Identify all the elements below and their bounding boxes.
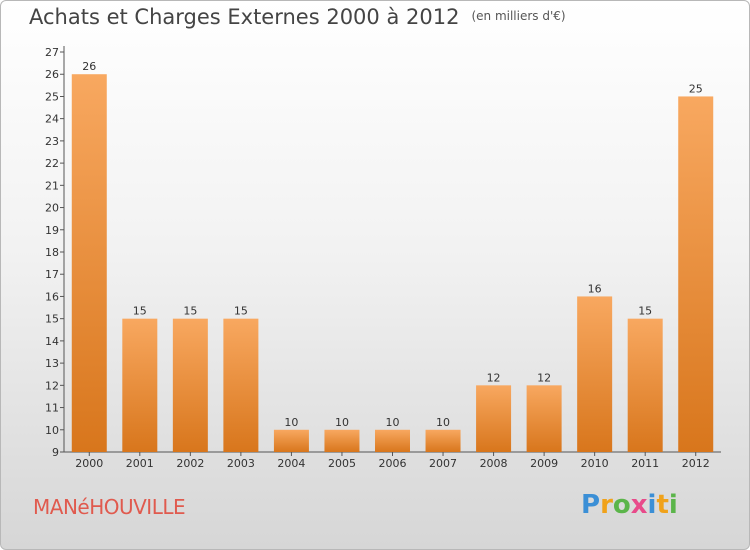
- y-tick-label: 9: [52, 446, 59, 459]
- x-tick-label-2002: 2002: [176, 457, 204, 470]
- y-tick-label: 20: [45, 202, 59, 215]
- value-label-2002: 15: [183, 305, 197, 318]
- value-label-2001: 15: [133, 305, 147, 318]
- x-tick-label-2012: 2012: [682, 457, 710, 470]
- bar-2005: [324, 429, 360, 452]
- y-tick-label: 14: [45, 335, 59, 348]
- bar-2008: [476, 385, 512, 452]
- chart-title-text: Achats et Charges Externes 2000 à 2012: [29, 5, 460, 29]
- y-tick-label: 21: [45, 179, 59, 192]
- value-label-2007: 10: [436, 416, 450, 429]
- bar-2002: [172, 318, 208, 452]
- x-tick-label-2000: 2000: [75, 457, 103, 470]
- value-label-2012: 25: [689, 82, 703, 95]
- logo-letter: x: [630, 490, 648, 520]
- logo-letter: P: [581, 490, 601, 520]
- logo-letter: r: [600, 490, 613, 520]
- bar-2000: [71, 74, 107, 452]
- y-tick-label: 17: [45, 268, 59, 281]
- bar-2007: [425, 429, 461, 452]
- y-tick-label: 23: [45, 135, 59, 148]
- value-label-2009: 12: [537, 371, 551, 384]
- x-tick-label-2005: 2005: [328, 457, 356, 470]
- value-label-2003: 15: [234, 305, 248, 318]
- y-tick-label: 25: [45, 90, 59, 103]
- value-label-2005: 10: [335, 416, 349, 429]
- logo-letter: i: [647, 490, 657, 520]
- y-tick-label: 15: [45, 313, 59, 326]
- proxiti-logo: Proxiti: [581, 490, 678, 520]
- value-label-2011: 15: [638, 305, 652, 318]
- chart-title: Achats et Charges Externes 2000 à 2012 (e…: [29, 5, 566, 29]
- x-tick-label-2004: 2004: [277, 457, 305, 470]
- value-label-2004: 10: [284, 416, 298, 429]
- x-tick-label-2003: 2003: [227, 457, 255, 470]
- bar-2010: [577, 296, 613, 452]
- y-tick-label: 10: [45, 424, 59, 437]
- x-tick-label-2011: 2011: [631, 457, 659, 470]
- bar-2003: [223, 318, 259, 452]
- y-tick-label: 12: [45, 379, 59, 392]
- logo-letter: t: [656, 490, 669, 520]
- bar-2004: [273, 429, 309, 452]
- y-tick-label: 19: [45, 224, 59, 237]
- logo-letter: o: [612, 490, 631, 520]
- value-label-2000: 26: [82, 60, 96, 73]
- bar-chart: 9 10 11 12 13 14 15 16 17 18 19 20 21 22 23 24 25 26 27 200…: [45, 46, 721, 470]
- commune-name: MANéHOUVILLE: [33, 495, 186, 519]
- x-tick-label-2007: 2007: [429, 457, 457, 470]
- x-tick-label-2006: 2006: [379, 457, 407, 470]
- y-tick-label: 24: [45, 113, 59, 126]
- x-tick-label-2001: 2001: [126, 457, 154, 470]
- y-tick-label: 18: [45, 246, 59, 259]
- y-tick-label: 13: [45, 357, 59, 370]
- bar-2011: [627, 318, 663, 452]
- logo-letter: i: [668, 490, 678, 520]
- value-label-2006: 10: [386, 416, 400, 429]
- value-label-2010: 16: [588, 282, 602, 295]
- x-tick-label-2009: 2009: [530, 457, 558, 470]
- bar-2001: [122, 318, 158, 452]
- bar-2009: [526, 385, 562, 452]
- y-tick-label: 26: [45, 68, 59, 81]
- y-tick-label: 16: [45, 290, 59, 303]
- x-tick-label-2010: 2010: [581, 457, 609, 470]
- y-tick-label: 11: [45, 402, 59, 415]
- value-label-2008: 12: [487, 371, 501, 384]
- bar-2006: [375, 429, 410, 452]
- y-tick-label: 22: [45, 157, 59, 170]
- x-tick-label-2008: 2008: [480, 457, 508, 470]
- chart-unit: (en milliers d'€): [471, 9, 566, 23]
- bar-2012: [678, 96, 714, 452]
- y-tick-label: 27: [45, 46, 59, 59]
